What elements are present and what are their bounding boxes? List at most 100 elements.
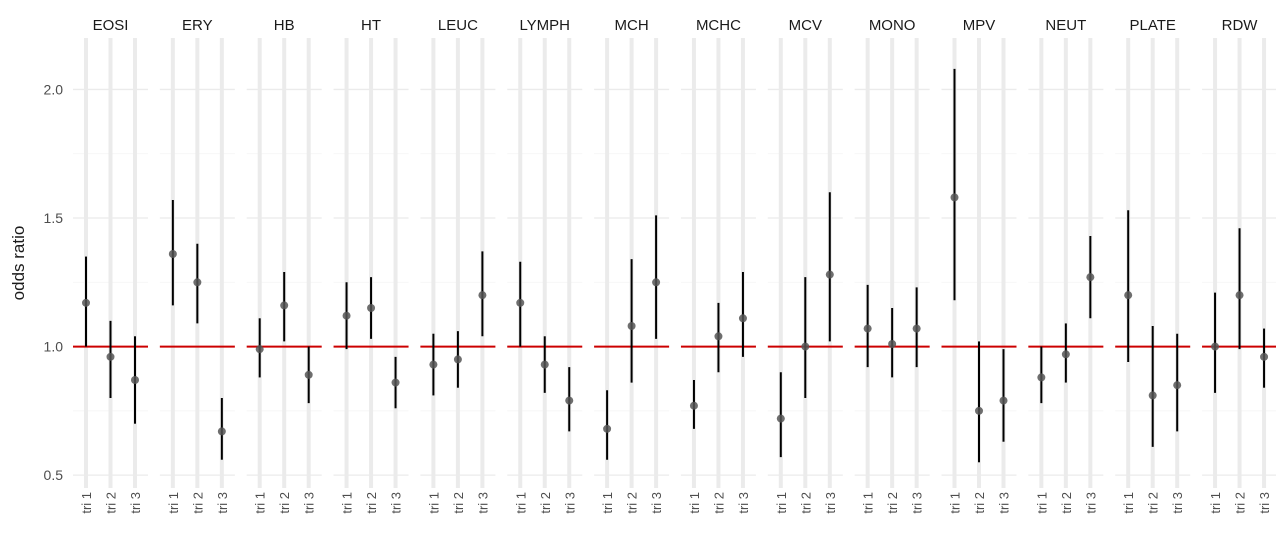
panel-title-LYMPH: LYMPH [519, 17, 570, 34]
panel-title-MONO: MONO [869, 17, 916, 34]
point-MCH-2 [652, 278, 661, 287]
y-tick-label-0: 0.5 [44, 467, 64, 483]
panel-title-EOSI: EOSI [93, 17, 129, 34]
x-tick-label-RDW-0: tri 1 [1208, 492, 1223, 514]
x-tick-label-MCV-0: tri 1 [774, 492, 789, 514]
point-MCV-2 [825, 270, 834, 279]
point-PLATE-1 [1148, 391, 1157, 400]
x-tick-label-ERY-1: tri 2 [190, 492, 205, 514]
panel-title-MPV: MPV [963, 17, 996, 34]
point-MPV-0 [950, 193, 959, 202]
point-MONO-1 [888, 340, 897, 348]
x-tick-label-LYMPH-0: tri 1 [513, 492, 528, 514]
x-tick-label-MCH-1: tri 2 [625, 492, 640, 514]
point-EOSI-2 [131, 376, 139, 384]
x-tick-label-LYMPH-2: tri 3 [562, 492, 577, 514]
point-LYMPH-1 [540, 360, 549, 369]
x-tick-label-LEUC-0: tri 1 [426, 492, 441, 514]
panel-title-HT: HT [361, 17, 381, 34]
point-HT-1 [367, 304, 376, 312]
point-MPV-1 [975, 406, 983, 415]
point-MCHC-0 [689, 401, 698, 410]
point-NEUT-0 [1037, 373, 1046, 382]
y-tick-label-3: 2.0 [44, 81, 64, 97]
x-tick-label-LEUC-2: tri 3 [475, 492, 490, 514]
x-tick-label-MCH-2: tri 3 [649, 492, 664, 514]
point-ERY-0 [168, 250, 177, 258]
x-tick-label-MONO-2: tri 3 [910, 492, 925, 514]
point-MCV-1 [801, 342, 810, 351]
y-tick-label-2: 1.5 [44, 210, 64, 226]
x-tick-label-MCV-1: tri 2 [798, 492, 813, 514]
x-tick-label-MCHC-0: tri 1 [687, 492, 702, 514]
point-EOSI-1 [106, 352, 115, 361]
x-tick-label-HB-0: tri 1 [253, 492, 268, 514]
x-tick-label-MONO-1: tri 2 [885, 492, 900, 514]
x-tick-label-RDW-2: tri 3 [1257, 492, 1272, 514]
x-tick-label-MONO-0: tri 1 [861, 492, 876, 514]
point-HB-0 [255, 345, 264, 354]
point-LEUC-0 [429, 360, 438, 369]
x-tick-label-MCHC-1: tri 2 [711, 492, 726, 514]
x-tick-label-MPV-1: tri 2 [972, 492, 987, 514]
panel-title-MCHC: MCHC [696, 17, 741, 34]
point-LYMPH-2 [565, 396, 574, 405]
x-tick-label-HB-1: tri 2 [277, 492, 292, 514]
point-NEUT-2 [1086, 273, 1095, 282]
x-tick-label-HT-0: tri 1 [340, 492, 355, 514]
x-tick-label-MPV-2: tri 3 [997, 492, 1012, 514]
point-RDW-2 [1260, 352, 1269, 361]
x-tick-label-EOSI-0: tri 1 [79, 492, 94, 514]
x-tick-label-RDW-1: tri 2 [1233, 492, 1248, 514]
x-tick-label-MCV-2: tri 3 [823, 492, 838, 514]
panel-title-MCV: MCV [789, 17, 822, 34]
panel-title-PLATE: PLATE [1129, 17, 1175, 34]
x-tick-label-NEUT-1: tri 2 [1059, 492, 1074, 514]
x-tick-label-NEUT-2: tri 3 [1083, 492, 1098, 514]
x-tick-label-LEUC-1: tri 2 [451, 492, 466, 514]
y-axis-label: odds ratio [9, 226, 28, 301]
point-ERY-2 [217, 427, 226, 436]
panel-title-LEUC: LEUC [438, 17, 478, 34]
panel-title-RDW: RDW [1222, 17, 1259, 34]
point-MONO-2 [912, 324, 921, 333]
x-tick-label-EOSI-1: tri 2 [104, 492, 119, 514]
x-tick-label-HT-1: tri 2 [364, 492, 379, 514]
x-tick-label-MCHC-2: tri 3 [736, 492, 751, 514]
panel-title-ERY: ERY [182, 17, 213, 34]
point-MONO-0 [863, 324, 872, 333]
panel-title-MCH: MCH [615, 17, 649, 34]
point-MCHC-1 [714, 332, 723, 341]
x-tick-label-EOSI-2: tri 3 [128, 492, 143, 514]
point-LEUC-2 [478, 291, 487, 300]
point-MCH-1 [627, 322, 636, 330]
point-LEUC-1 [453, 355, 462, 364]
y-tick-label-1: 1.0 [44, 339, 64, 355]
x-tick-label-LYMPH-1: tri 2 [538, 492, 553, 514]
x-tick-label-NEUT-0: tri 1 [1034, 492, 1049, 514]
point-PLATE-2 [1173, 381, 1182, 390]
point-EOSI-0 [82, 298, 90, 307]
x-tick-label-ERY-0: tri 1 [166, 492, 181, 514]
point-MCV-0 [776, 414, 785, 423]
x-tick-label-HT-2: tri 3 [389, 492, 404, 514]
point-LYMPH-0 [516, 298, 525, 307]
panel-title-HB: HB [274, 17, 295, 34]
x-tick-label-PLATE-2: tri 3 [1170, 492, 1185, 514]
point-MCH-0 [603, 424, 612, 433]
x-tick-label-PLATE-1: tri 2 [1146, 492, 1161, 514]
point-HT-0 [342, 311, 351, 320]
x-tick-label-MPV-0: tri 1 [948, 492, 963, 514]
panel-title-NEUT: NEUT [1045, 17, 1086, 34]
point-MCHC-2 [738, 314, 747, 323]
x-tick-label-MCH-0: tri 1 [600, 492, 615, 514]
point-ERY-1 [193, 278, 202, 287]
point-PLATE-0 [1124, 291, 1133, 300]
x-tick-label-PLATE-0: tri 1 [1121, 492, 1136, 514]
point-RDW-0 [1211, 342, 1220, 351]
point-RDW-1 [1235, 291, 1244, 300]
x-tick-label-HB-2: tri 3 [302, 492, 317, 514]
point-NEUT-1 [1061, 350, 1070, 359]
